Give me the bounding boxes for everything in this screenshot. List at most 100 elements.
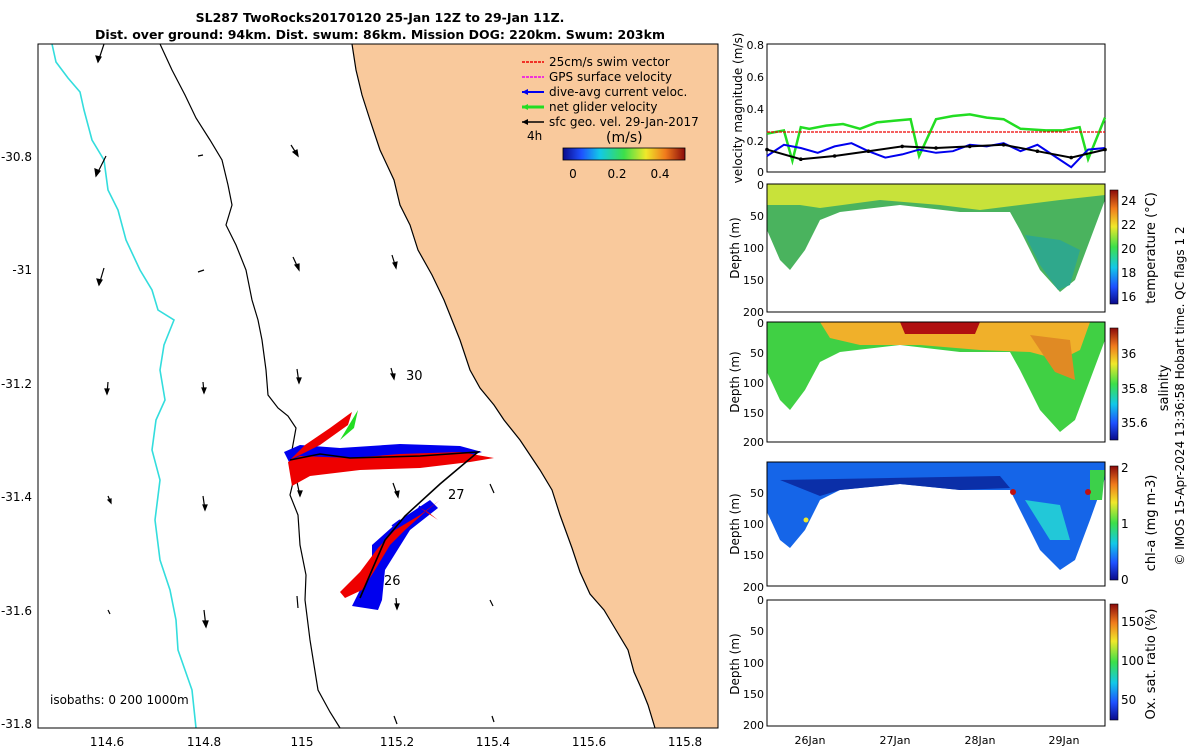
chl-depth-200: 200	[743, 581, 764, 594]
vel-series-dive-avg-current-veloc-	[766, 142, 1106, 169]
chl-colorbar-label: chl-a (mg m-3)	[1144, 475, 1159, 572]
temp-ylabel: Depth (m)	[728, 217, 742, 278]
chlorophyll-panel: 2 1 0 chl-a (mg m-3) 50 100 150 200 Dept…	[728, 461, 1159, 594]
temp-cbar-16: 16	[1121, 290, 1136, 304]
track-line	[289, 451, 481, 599]
chl-cbar-0: 0	[1121, 573, 1129, 587]
ox-ylabel: Depth (m)	[728, 633, 742, 694]
chl-ylabel: Depth (m)	[728, 493, 742, 554]
sal-cbar-35-6: 35.6	[1121, 416, 1148, 430]
chl-cbar-2: 2	[1121, 461, 1129, 475]
temp-depth-100: 100	[743, 242, 764, 255]
map-panel: 30 27 26 25cm/s swim vector GPS surface …	[38, 44, 718, 728]
glider-track	[284, 410, 494, 610]
chl-depth-150: 150	[743, 549, 764, 562]
ox-cbar-50: 50	[1121, 693, 1136, 707]
colorbar-tick-0: 0	[569, 167, 577, 181]
ox-cbar-100: 100	[1121, 654, 1144, 668]
map-frame	[37, 43, 719, 729]
side-note: © IMOS 15-Apr-2024 13:36:58 Hobart time.…	[1173, 226, 1187, 565]
temp-depth-200: 200	[743, 306, 764, 319]
day-label-26: 26	[384, 574, 401, 589]
isobath-label: isobaths: 0 200 1000m	[50, 693, 189, 707]
colorbar-title: (m/s)	[606, 130, 643, 146]
vel-point	[866, 149, 871, 153]
sal-depth-200: 200	[743, 436, 764, 449]
plot-title-line2: Dist. over ground: 94km. Dist. swum: 86k…	[95, 27, 665, 42]
vel-tick-0-2: 0.2	[747, 135, 765, 148]
map-colorbar	[562, 147, 686, 161]
vel-point	[765, 147, 769, 152]
day-label-30: 30	[406, 369, 423, 384]
ox-colorbar-label: Ox. sat. ratio (%)	[1144, 609, 1159, 720]
vel-point	[968, 144, 972, 149]
plot-title-line1: SL287 TwoRocks20170120 25-Jan 12Z to 29-…	[195, 10, 565, 25]
vel-point	[1001, 143, 1006, 147]
vel-point	[1103, 147, 1107, 152]
current-arrows-blue	[391, 505, 421, 527]
y-tick-31-4: -31.4	[1, 490, 32, 504]
vel-point	[832, 154, 837, 158]
x-tick-115-2: 115.2	[380, 735, 414, 749]
temp-cbar-18: 18	[1121, 266, 1136, 280]
vel-series-net-glider-velocity	[766, 113, 1107, 166]
map-legend: 25cm/s swim vector GPS surface velocity …	[522, 55, 699, 181]
ox-depth-200: 200	[743, 719, 764, 732]
isobath-0-coastline	[351, 44, 656, 728]
colorbar-tick-2: 0.4	[650, 167, 669, 181]
sal-cbar-35-8: 35.8	[1121, 382, 1148, 396]
legend-swim-vector: 25cm/s swim vector	[549, 55, 670, 69]
map-y-ticks: -30.8 -31 -31.2 -31.4 -31.6 -31.8	[1, 150, 32, 731]
sal-depth-0: 0	[757, 317, 764, 330]
sal-depth-100: 100	[743, 377, 764, 390]
ox-depth-0: 0	[757, 594, 764, 607]
vel-ylabel: velocity magnitude (m/s)	[731, 33, 745, 184]
sal-ylabel: Depth (m)	[728, 351, 742, 412]
vel-point	[934, 146, 938, 150]
swim-vectors-red	[288, 412, 494, 598]
sal-cbar-36: 36	[1121, 347, 1136, 361]
vel-point	[900, 144, 904, 149]
temp-depth-150: 150	[743, 274, 764, 287]
legend-net-glider: net glider velocity	[549, 100, 657, 114]
ox-depth-50: 50	[750, 625, 764, 638]
sal-depth-50: 50	[750, 347, 764, 360]
velocity-panel: 0.8 0.6 0.4 0.2 0 velocity magnitude (m/…	[731, 33, 1107, 184]
land-area	[352, 44, 718, 728]
temp-depth-50: 50	[750, 210, 764, 223]
net-glider-green	[340, 410, 358, 440]
ox-depth-100: 100	[743, 657, 764, 670]
isobath-1000	[51, 44, 197, 728]
date-tick-27jan: 27Jan	[880, 734, 911, 747]
y-tick-31-8: -31.8	[1, 717, 32, 731]
colorbar-tick-1: 0.2	[607, 167, 626, 181]
x-tick-115-4: 115.4	[476, 735, 510, 749]
vel-point	[1069, 155, 1073, 160]
x-tick-114-8: 114.8	[187, 735, 221, 749]
legend-interval: 4h	[527, 129, 542, 143]
vel-tick-0-8: 0.8	[747, 39, 765, 52]
vel-tick-0-6: 0.6	[747, 71, 765, 84]
oxygen-colorbar	[1109, 603, 1119, 721]
legend-dive-avg: dive-avg current veloc.	[549, 85, 687, 99]
vel-tick-0-4: 0.4	[747, 103, 765, 116]
sal-depth-150: 150	[743, 407, 764, 420]
chl-cbar-1: 1	[1121, 517, 1129, 531]
velocity-series	[765, 113, 1107, 169]
date-tick-28jan: 28Jan	[965, 734, 996, 747]
y-tick-31-6: -31.6	[1, 604, 32, 618]
date-tick-26jan: 26Jan	[795, 734, 826, 747]
ox-depth-150: 150	[743, 688, 764, 701]
temp-colorbar-label: temperature (°C)	[1144, 192, 1159, 304]
y-tick-30-8: -30.8	[1, 150, 32, 164]
y-tick-31: -31	[12, 263, 32, 277]
chl-depth-100: 100	[743, 518, 764, 531]
day-label-27: 27	[448, 488, 465, 503]
x-tick-115-6: 115.6	[572, 735, 606, 749]
map-x-ticks: 114.6 114.8 115 115.2 115.4 115.6 115.8	[90, 735, 702, 749]
temp-cbar-24: 24	[1121, 194, 1136, 208]
date-tick-29jan: 29Jan	[1049, 734, 1080, 747]
salinity-colorbar	[1109, 327, 1119, 441]
isobath-200	[159, 44, 341, 728]
